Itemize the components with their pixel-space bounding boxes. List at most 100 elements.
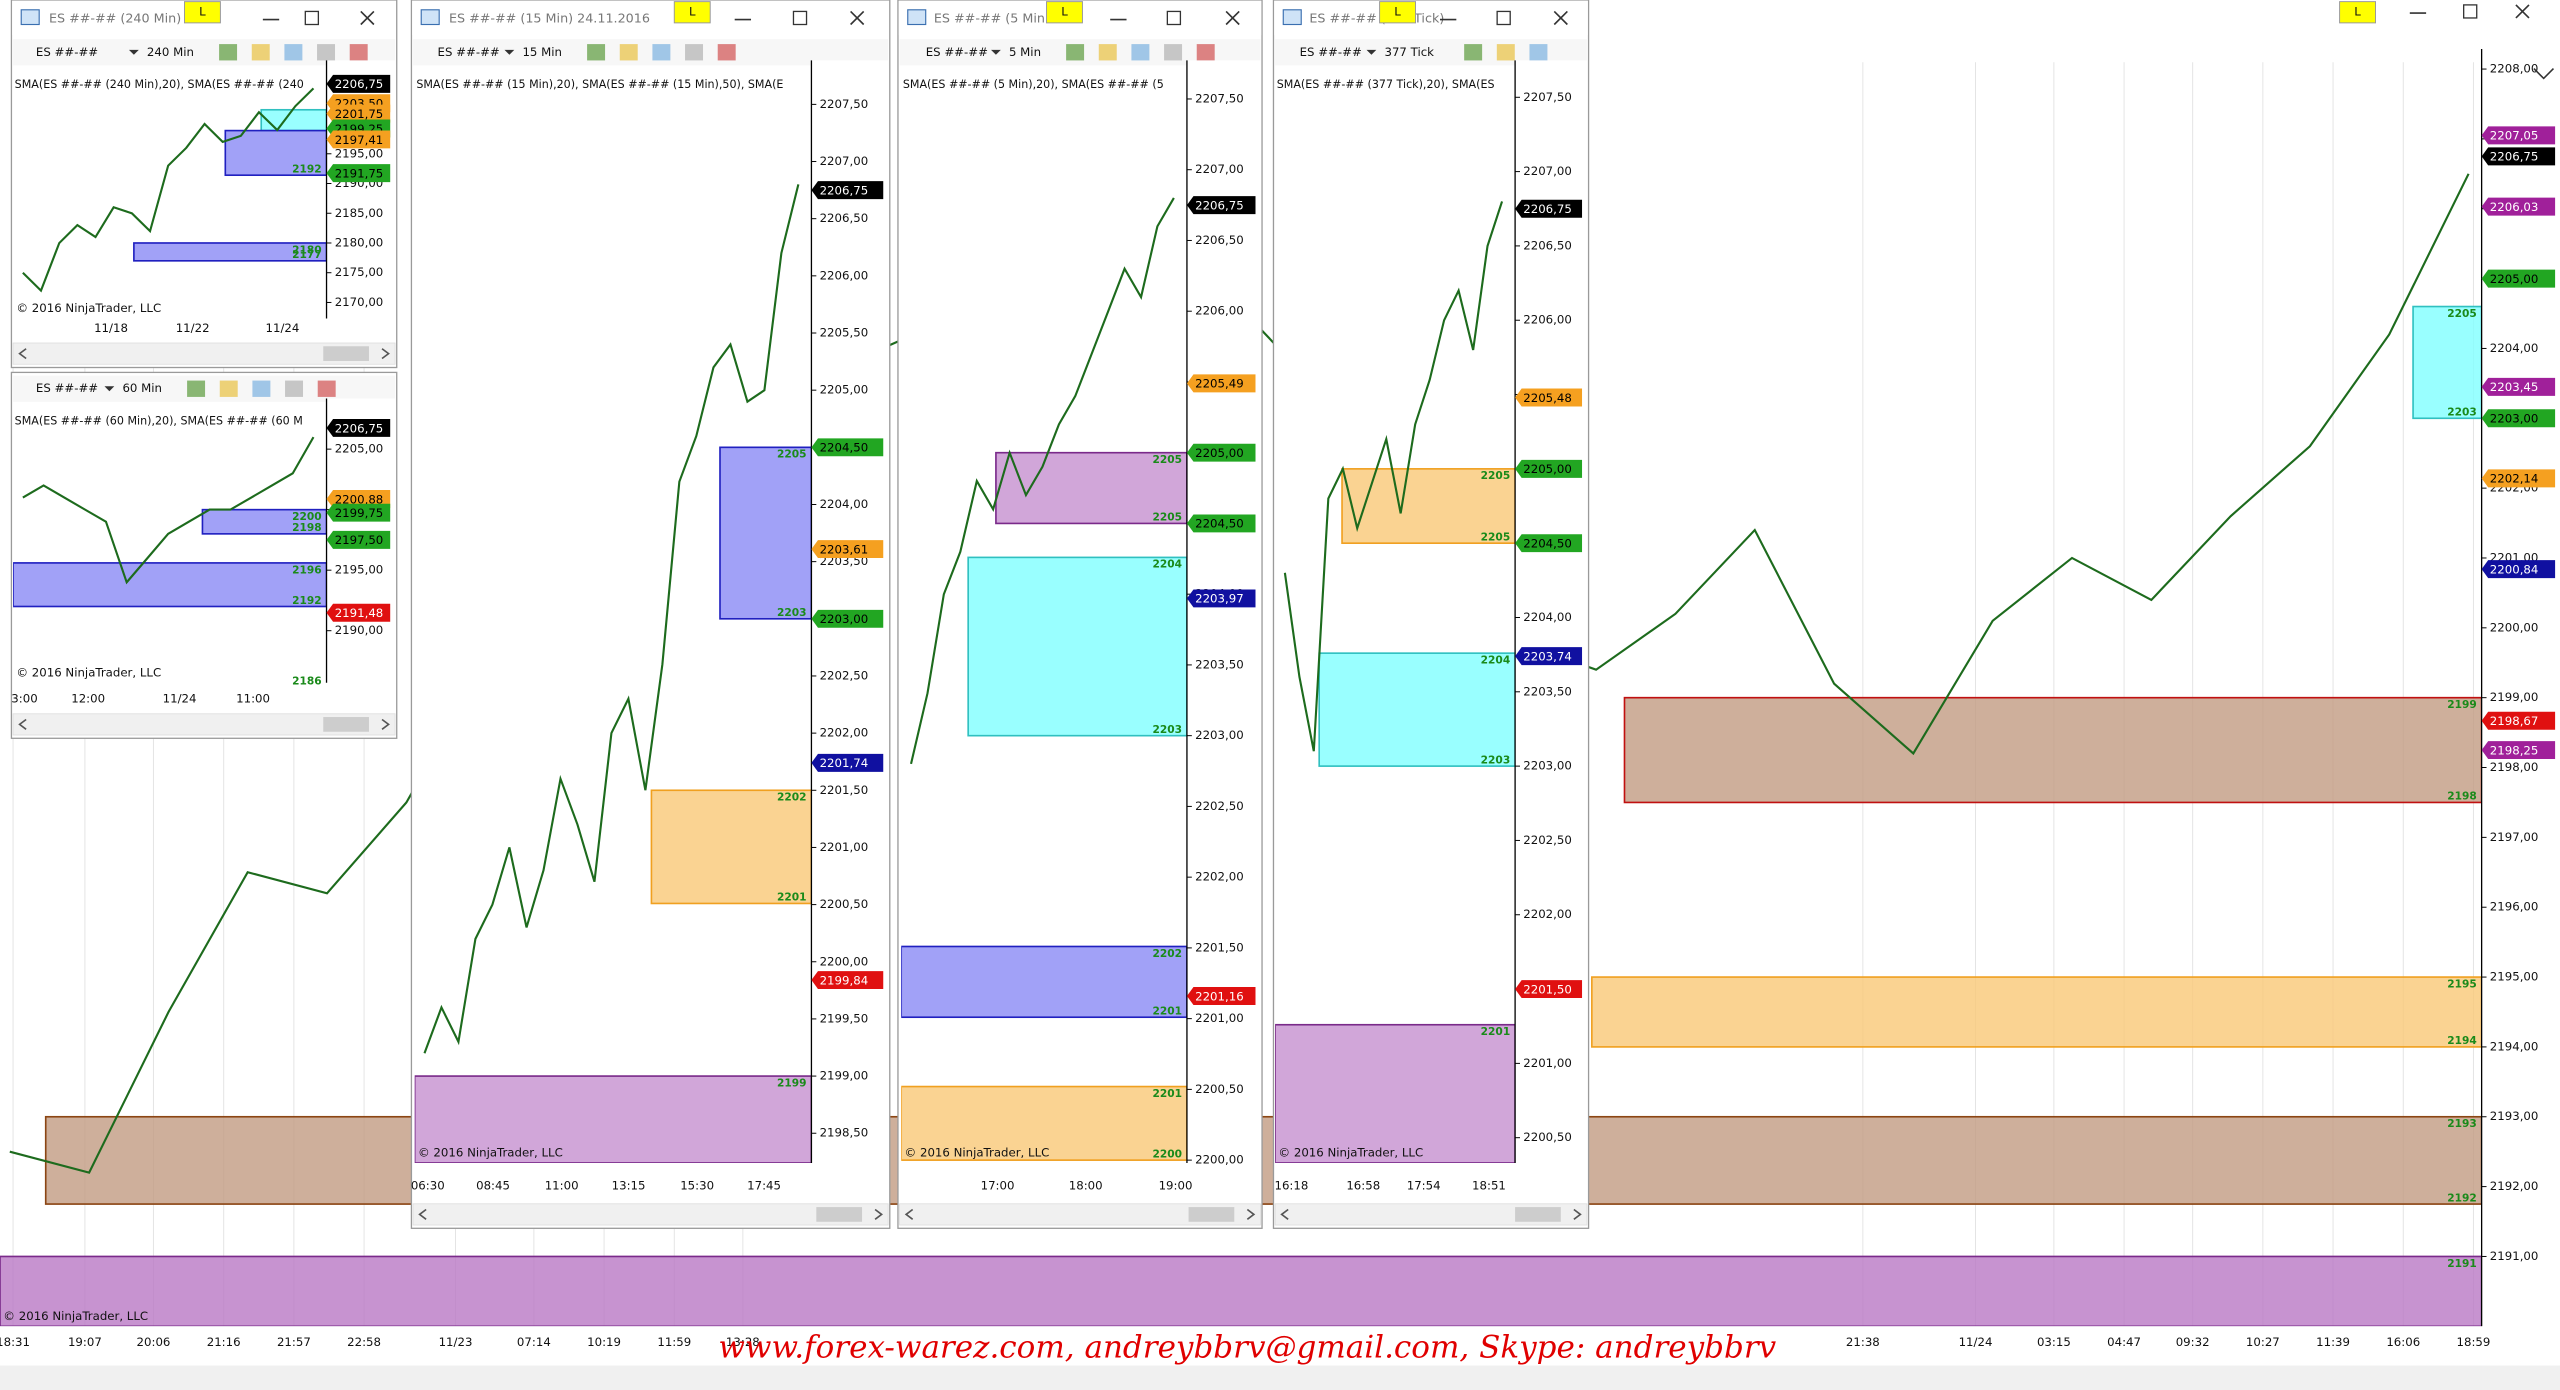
scroll-left[interactable] <box>418 1208 427 1220</box>
price-marker <box>1186 443 1256 462</box>
toolbar-button[interactable] <box>187 380 206 397</box>
scrollbar-thumb[interactable] <box>1515 1207 1561 1222</box>
toolbar-button[interactable] <box>284 44 303 61</box>
toolbar-button[interactable] <box>349 44 368 61</box>
price-marker-label: 2207,05 <box>2490 129 2539 143</box>
toolbar-button[interactable] <box>317 380 336 397</box>
x-tick-label: 11/24 <box>1959 1335 1993 1349</box>
close[interactable] <box>850 10 865 26</box>
scroll-right[interactable] <box>381 718 390 730</box>
price-marker-label: 2203,61 <box>820 542 869 556</box>
toolbar-button[interactable] <box>285 380 304 397</box>
badge[interactable] <box>673 1 711 24</box>
toolbar-button[interactable] <box>252 380 271 397</box>
maximize[interactable] <box>792 10 808 26</box>
window-title: ES ##-## (5 Min <box>934 11 1045 26</box>
scrollbar-thumb[interactable] <box>323 346 369 361</box>
close[interactable] <box>1225 10 1240 26</box>
scroll-right[interactable] <box>381 348 390 360</box>
y-tick-label: 2202,50 <box>1523 833 1572 847</box>
collapse[interactable] <box>2533 68 2555 80</box>
y-tick-label: 2205,00 <box>335 442 384 456</box>
toolbar-button[interactable] <box>251 44 270 61</box>
scrollbar[interactable] <box>412 1203 889 1226</box>
maximize[interactable] <box>1166 10 1182 26</box>
toolbar-button[interactable] <box>219 380 238 397</box>
scroll-left[interactable] <box>1280 1208 1289 1220</box>
restore[interactable] <box>2463 4 2478 19</box>
instrument-selector[interactable]: ES ##-## <box>36 45 98 59</box>
scroll-left[interactable] <box>18 348 27 360</box>
period-selector[interactable]: 5 Min <box>1009 45 1041 59</box>
scroll-left[interactable] <box>904 1208 914 1220</box>
badge[interactable] <box>184 1 221 24</box>
period-selector[interactable]: 15 Min <box>522 45 562 59</box>
scrollbar[interactable] <box>12 713 396 736</box>
instrument-selector[interactable]: ES ##-## <box>36 381 98 395</box>
y-tick-label: 2202,50 <box>820 668 869 682</box>
period-selector[interactable]: 240 Min <box>147 45 194 59</box>
instrument-selector[interactable]: ES ##-## <box>438 45 500 59</box>
scrollbar[interactable] <box>899 1203 1261 1226</box>
page-scrollbar[interactable] <box>0 1365 2560 1390</box>
toolbar-button[interactable] <box>1464 44 1483 61</box>
period-selector[interactable]: 377 Tick <box>1384 45 1434 59</box>
y-tick-label: 2208,00 <box>2490 62 2539 76</box>
price-marker-label: 2206,75 <box>1195 198 1244 212</box>
price-line <box>22 87 315 293</box>
toolbar-button[interactable] <box>1131 44 1150 61</box>
y-tick-label: 2199,50 <box>820 1011 869 1025</box>
toolbar-button[interactable] <box>619 44 638 61</box>
price-marker-label: 2205,49 <box>1195 377 1244 391</box>
price-marker-label: 2206,75 <box>1523 202 1572 216</box>
toolbar-button[interactable] <box>1098 44 1117 61</box>
toolbar-button[interactable] <box>1164 44 1183 61</box>
toolbar-button[interactable] <box>587 44 606 61</box>
scrollbar-thumb[interactable] <box>323 717 369 732</box>
y-tick-label: 2206,50 <box>1523 238 1572 252</box>
scroll-right[interactable] <box>1573 1208 1582 1220</box>
scroll-left[interactable] <box>18 718 27 730</box>
zone-label: 2205 <box>777 448 807 461</box>
toolbar-button[interactable] <box>1196 44 1215 61</box>
instrument-selector[interactable]: ES ##-## <box>926 45 988 59</box>
copyright: © 2016 NinjaTrader, LLC <box>904 1146 1049 1160</box>
zone-label: 2203 <box>1153 723 1183 736</box>
close[interactable] <box>1553 10 1568 26</box>
scrollbar[interactable] <box>1274 1203 1588 1226</box>
price-marker-label: 2205,48 <box>1523 391 1572 405</box>
toolbar-button[interactable] <box>1066 44 1085 61</box>
badge[interactable] <box>2339 1 2376 24</box>
y-tick-label: 2204,00 <box>820 497 869 511</box>
scrollbar-thumb[interactable] <box>1188 1207 1235 1222</box>
toolbar-button[interactable] <box>1529 44 1548 61</box>
instrument-selector[interactable]: ES ##-## <box>1300 45 1362 59</box>
title-bar <box>1274 0 1588 36</box>
toolbar-button[interactable] <box>717 44 736 61</box>
x-tick-label: 19:00 <box>1159 1178 1193 1192</box>
maximize[interactable] <box>1496 10 1511 26</box>
badge[interactable] <box>1379 1 1416 24</box>
plot-area <box>901 73 1187 1163</box>
scroll-right[interactable] <box>1246 1208 1256 1220</box>
toolbar-button[interactable] <box>652 44 671 61</box>
scrollbar-thumb[interactable] <box>816 1207 863 1222</box>
scrollbar[interactable] <box>12 342 396 365</box>
toolbar-button[interactable] <box>219 44 238 61</box>
toolbar-button[interactable] <box>1496 44 1515 61</box>
price-marker-label: 2204,50 <box>1195 517 1244 531</box>
price-marker <box>811 438 884 457</box>
maximize[interactable] <box>304 10 320 26</box>
price-marker <box>1515 199 1583 218</box>
zone-label: 2205 <box>1153 511 1183 524</box>
toolbar-button[interactable] <box>685 44 704 61</box>
close[interactable] <box>2515 4 2530 19</box>
period-selector[interactable]: 60 Min <box>122 381 162 395</box>
scroll-right[interactable] <box>874 1208 883 1220</box>
price-marker-label: 2203,97 <box>1195 592 1244 606</box>
zone-label: 2191 <box>2447 1257 2477 1270</box>
toolbar-button[interactable] <box>317 44 336 61</box>
y-tick-label: 2197,00 <box>2490 830 2539 844</box>
badge[interactable] <box>1046 1 1083 24</box>
close[interactable] <box>360 10 375 26</box>
